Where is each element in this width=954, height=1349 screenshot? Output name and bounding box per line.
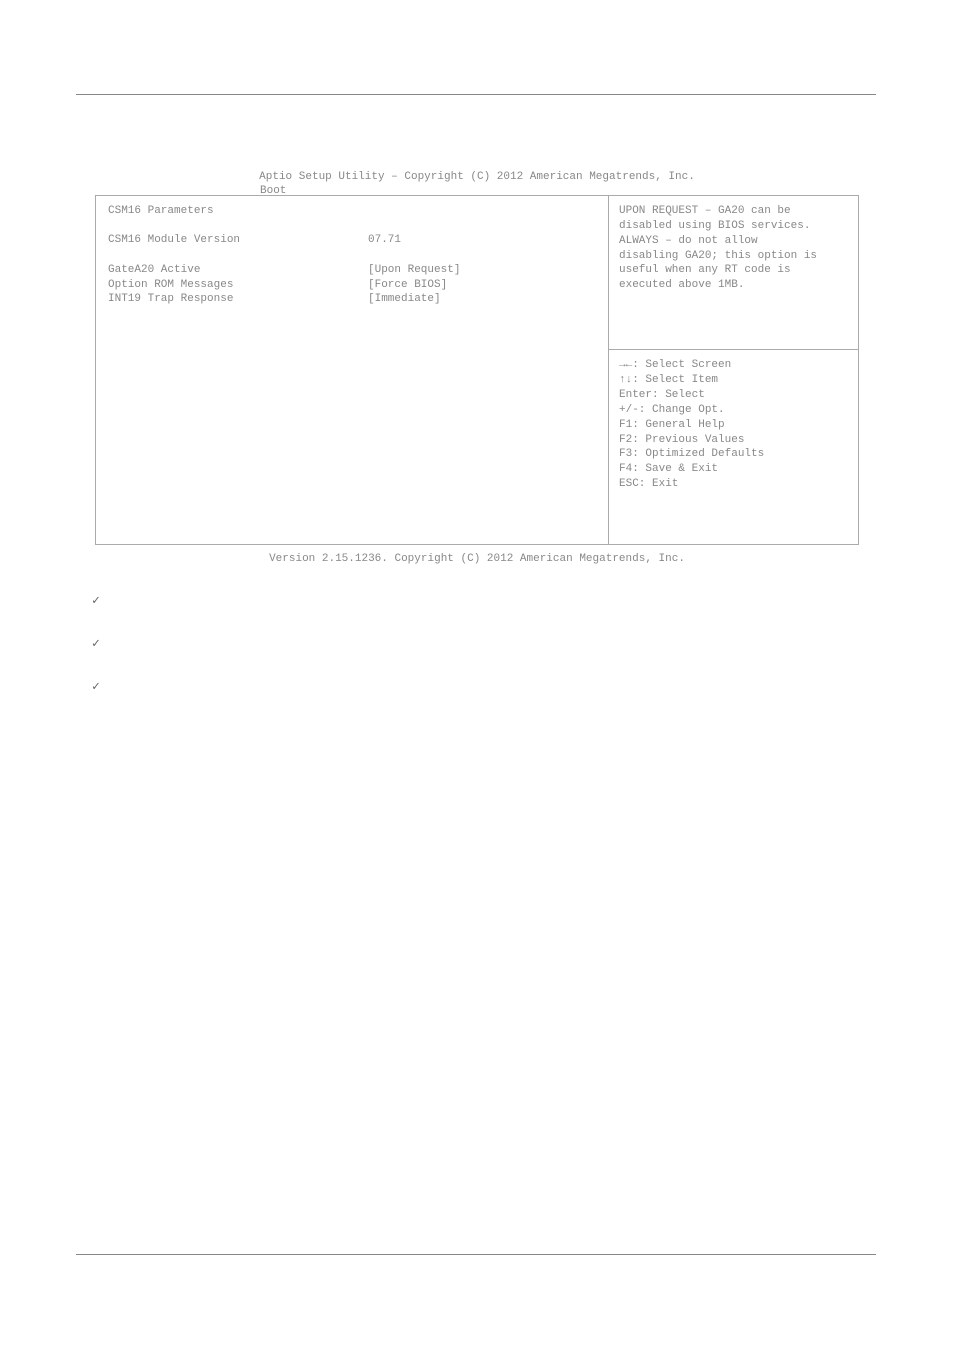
help-line: disabling GA20; this option is [619, 249, 848, 264]
key-select-screen: →←: Select Screen [619, 358, 848, 373]
help-key-legend: →←: Select Screen ↑↓: Select Item Enter:… [619, 358, 848, 492]
option-rom-messages-label: Option ROM Messages [108, 278, 368, 293]
bios-help-pane: UPON REQUEST – GA20 can be disabled usin… [608, 196, 858, 544]
csm16-parameters-heading: CSM16 Parameters [108, 204, 596, 219]
help-description: UPON REQUEST – GA20 can be disabled usin… [619, 204, 848, 293]
key-optimized-defaults: F3: Optimized Defaults [619, 447, 848, 462]
int19-trap-response-row[interactable]: INT19 Trap Response [Immediate] [108, 292, 596, 307]
bios-utility-title: Aptio Setup Utility – Copyright (C) 2012… [0, 170, 954, 185]
help-line: disabled using BIOS services. [619, 219, 848, 234]
list-item: ✓ [92, 594, 114, 607]
key-esc-exit: ESC: Exit [619, 477, 848, 492]
help-separator [609, 349, 858, 350]
option-rom-messages-value[interactable]: [Force BIOS] [368, 278, 447, 293]
key-change-opt: +/-: Change Opt. [619, 403, 848, 418]
help-line: useful when any RT code is [619, 263, 848, 278]
csm16-module-version-row: CSM16 Module Version 07.71 [108, 233, 596, 248]
bios-version-footer: Version 2.15.1236. Copyright (C) 2012 Am… [0, 552, 954, 567]
csm16-module-version-label: CSM16 Module Version [108, 233, 368, 248]
gatea20-active-row[interactable]: GateA20 Active [Upon Request] [108, 263, 596, 278]
help-line: executed above 1MB. [619, 278, 848, 293]
int19-trap-response-value[interactable]: [Immediate] [368, 292, 441, 307]
bullet-list: ✓ ✓ ✓ [92, 594, 114, 723]
check-icon: ✓ [92, 594, 114, 607]
key-previous-values: F2: Previous Values [619, 433, 848, 448]
bios-settings-pane: CSM16 Parameters CSM16 Module Version 07… [96, 196, 608, 544]
help-line: ALWAYS – do not allow [619, 234, 848, 249]
gatea20-active-value[interactable]: [Upon Request] [368, 263, 460, 278]
check-icon: ✓ [92, 637, 114, 650]
key-select-item: ↑↓: Select Item [619, 373, 848, 388]
help-line: UPON REQUEST – GA20 can be [619, 204, 848, 219]
option-rom-messages-row[interactable]: Option ROM Messages [Force BIOS] [108, 278, 596, 293]
int19-trap-response-label: INT19 Trap Response [108, 292, 368, 307]
top-horizontal-rule [76, 94, 876, 95]
list-item: ✓ [92, 680, 114, 693]
list-item: ✓ [92, 637, 114, 650]
key-enter-select: Enter: Select [619, 388, 848, 403]
check-icon: ✓ [92, 680, 114, 693]
csm16-module-version-value: 07.71 [368, 233, 401, 248]
bios-main-box: CSM16 Parameters CSM16 Module Version 07… [95, 195, 859, 545]
gatea20-active-label: GateA20 Active [108, 263, 368, 278]
key-general-help: F1: General Help [619, 418, 848, 433]
bottom-horizontal-rule [76, 1254, 876, 1255]
key-save-exit: F4: Save & Exit [619, 462, 848, 477]
